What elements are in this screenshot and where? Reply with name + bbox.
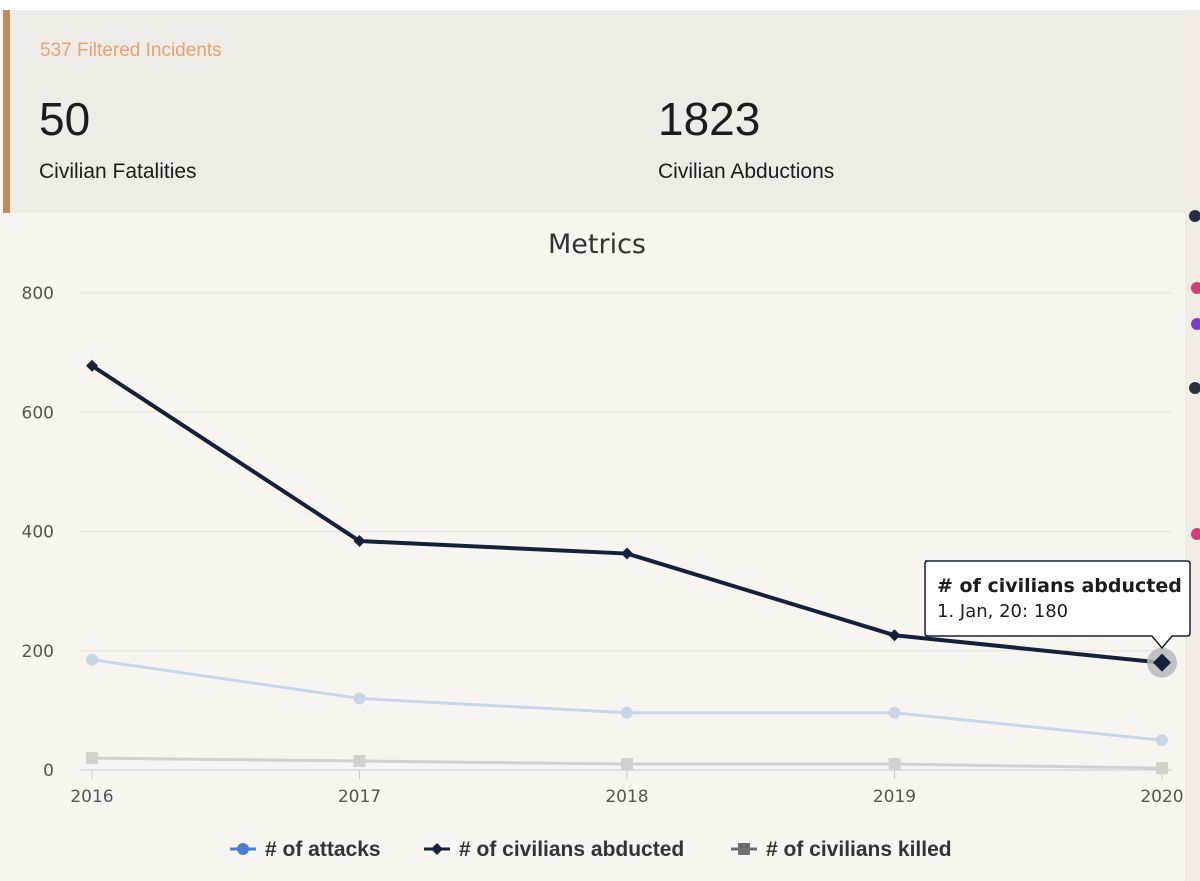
map-marker-icon[interactable] xyxy=(1189,382,1200,394)
civilian-fatalities-value: 50 xyxy=(39,93,91,145)
y-tick-label: 600 xyxy=(22,403,54,423)
series-attacks xyxy=(86,653,1168,747)
chart-legend: # of attacks # of civilians abducted # of … xyxy=(230,838,952,861)
data-point[interactable] xyxy=(621,758,633,771)
x-tick-label: 2019 xyxy=(873,787,916,807)
summary-card: 537 Filtered Incidents 50 Civilian Fatal… xyxy=(3,10,1185,213)
data-point[interactable] xyxy=(1156,762,1168,775)
filtered-incidents-count: 537 Filtered Incidents xyxy=(40,40,222,61)
map-marker-icon[interactable] xyxy=(1191,318,1200,330)
legend-label: # of civilians killed xyxy=(766,838,952,861)
data-point[interactable] xyxy=(621,706,633,719)
y-tick-label: 0 xyxy=(43,761,54,781)
legend-item-abducted[interactable]: # of civilians abducted xyxy=(424,838,684,861)
data-point[interactable] xyxy=(353,755,366,768)
civilian-abductions-label: Civilian Abductions xyxy=(658,160,835,183)
chart-tooltip: # of civilians abducted 1. Jan, 20: 180 xyxy=(924,560,1191,650)
data-point[interactable] xyxy=(621,547,633,560)
chart-grid xyxy=(80,292,1172,652)
map-marker-icon[interactable] xyxy=(1191,282,1200,294)
data-point[interactable] xyxy=(1156,734,1168,747)
legend-label: # of attacks xyxy=(265,838,381,861)
x-tick-label: 2020 xyxy=(1140,787,1183,807)
data-point-hovered[interactable] xyxy=(1153,653,1171,672)
legend-item-attacks[interactable]: # of attacks xyxy=(230,838,381,861)
data-point[interactable] xyxy=(888,758,901,771)
legend-item-killed[interactable]: # of civilians killed xyxy=(731,838,952,861)
map-edge xyxy=(1185,10,1200,881)
data-point[interactable] xyxy=(888,706,901,719)
data-point[interactable] xyxy=(888,629,901,642)
tooltip-box xyxy=(924,560,1191,650)
x-tick-label: 2018 xyxy=(605,787,648,807)
tooltip-body: 1. Jan, 20: 180 xyxy=(937,601,1068,622)
data-point[interactable] xyxy=(86,653,98,666)
series-line xyxy=(91,658,1163,742)
y-tick-label: 800 xyxy=(22,284,54,304)
y-tick-label: 400 xyxy=(22,523,54,543)
series-abducted xyxy=(86,359,1177,678)
map-marker-icon[interactable] xyxy=(1191,528,1200,540)
civilian-fatalities-label: Civilian Fatalities xyxy=(39,160,197,183)
legend-label: # of civilians abducted xyxy=(459,838,684,861)
x-axis: 2016 2017 2018 2019 2020 xyxy=(70,769,1184,807)
x-tick-label: 2017 xyxy=(338,787,381,807)
chart-series xyxy=(86,359,1177,775)
data-point[interactable] xyxy=(353,692,366,705)
y-axis: 0 200 400 600 800 xyxy=(22,284,54,781)
x-tick-label: 2016 xyxy=(70,787,113,807)
civilian-abductions-value: 1823 xyxy=(658,93,761,145)
data-point[interactable] xyxy=(86,752,98,765)
legend-marker[interactable] xyxy=(431,843,443,855)
data-point[interactable] xyxy=(86,359,98,372)
legend-marker[interactable] xyxy=(738,843,750,855)
legend-marker[interactable] xyxy=(237,843,249,855)
y-tick-label: 200 xyxy=(22,642,54,662)
tooltip-title: # of civilians abducted xyxy=(937,575,1182,597)
chart-title: Metrics xyxy=(548,229,646,260)
data-point[interactable] xyxy=(353,535,366,548)
series-killed xyxy=(86,752,1168,775)
map-marker-icon[interactable] xyxy=(1189,210,1200,222)
